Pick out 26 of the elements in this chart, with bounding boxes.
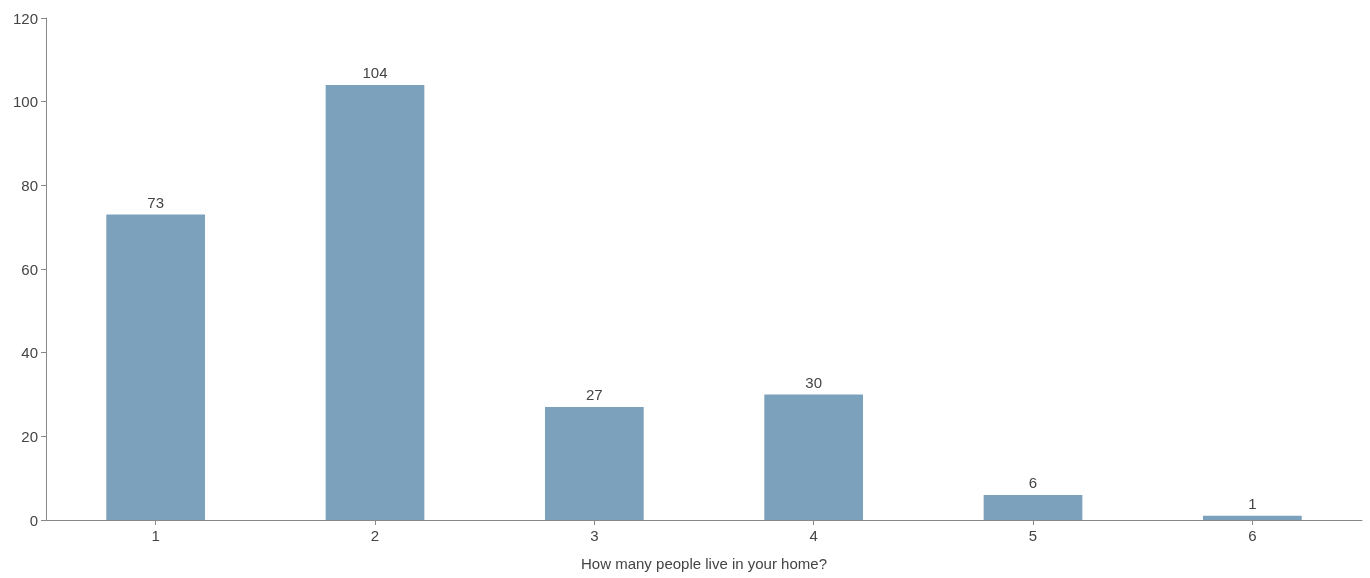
x-tick-label: 4 <box>809 527 818 544</box>
bar <box>1202 515 1302 520</box>
bar <box>764 394 864 520</box>
data-label: 1 <box>1248 494 1257 512</box>
x-tick-label: 6 <box>1248 527 1257 544</box>
x-tick-label: 1 <box>151 527 160 544</box>
bar <box>325 84 425 520</box>
bar <box>544 407 644 520</box>
x-tick-label: 3 <box>590 527 599 544</box>
data-label: 30 <box>805 373 823 391</box>
y-tick-label: 120 <box>12 9 38 27</box>
x-axis-title: How many people live in your home? <box>581 555 827 572</box>
data-label: 73 <box>147 193 165 211</box>
y-tick-label: 20 <box>21 427 38 445</box>
y-tick-label: 0 <box>29 511 38 529</box>
y-tick-label: 80 <box>21 176 38 194</box>
data-label: 6 <box>1028 473 1038 491</box>
x-tick-label: 5 <box>1028 527 1038 544</box>
x-tick-label: 2 <box>370 527 380 544</box>
y-tick-label: 40 <box>21 344 38 362</box>
data-label: 104 <box>362 63 388 81</box>
bar <box>106 214 206 520</box>
y-tick-label: 60 <box>21 260 38 278</box>
y-tick-label: 100 <box>12 93 38 111</box>
bar <box>983 494 1083 520</box>
data-label: 27 <box>585 386 603 404</box>
